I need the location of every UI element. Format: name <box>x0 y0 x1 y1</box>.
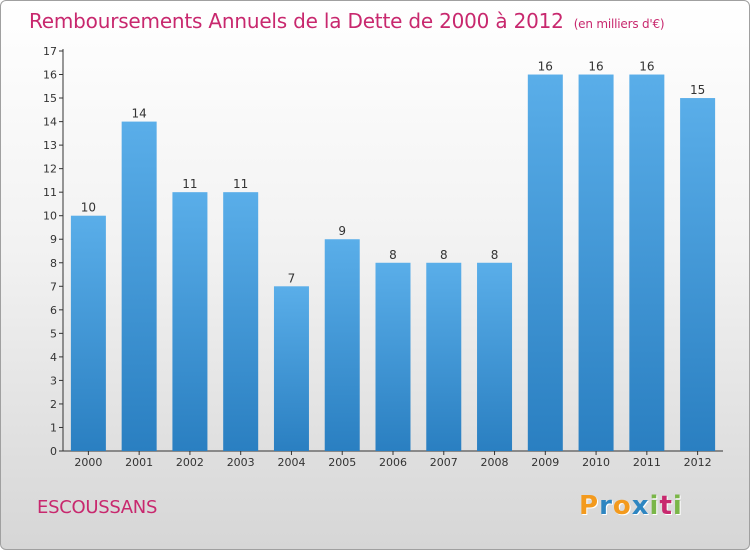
x-tick-label-2000: 2000 <box>74 456 102 469</box>
value-label-2003: 11 <box>233 177 248 191</box>
y-tick-label: 11 <box>43 186 57 199</box>
value-label-2004: 7 <box>288 271 296 285</box>
x-tick-label-2001: 2001 <box>125 456 153 469</box>
value-label-2008: 8 <box>491 248 499 262</box>
value-label-2002: 11 <box>182 177 197 191</box>
bar-2005[interactable] <box>324 239 360 451</box>
value-label-2006: 8 <box>389 248 397 262</box>
x-tick-label-2005: 2005 <box>328 456 356 469</box>
y-tick-label: 10 <box>43 210 57 223</box>
y-tick-label: 13 <box>43 139 57 152</box>
x-tick-label-2008: 2008 <box>481 456 509 469</box>
y-tick-label: 8 <box>50 257 57 270</box>
bar-2004[interactable] <box>273 286 309 451</box>
labels: 0123456789101112131415161720001020011420… <box>43 45 712 469</box>
y-tick-label: 15 <box>43 92 57 105</box>
y-tick-label: 5 <box>50 327 57 340</box>
bar-2008[interactable] <box>477 262 513 451</box>
bars <box>70 74 716 452</box>
y-tick-label: 14 <box>43 116 57 129</box>
y-tick-label: 0 <box>50 445 57 458</box>
bar-2009[interactable] <box>527 74 563 451</box>
value-label-2012: 15 <box>690 83 705 97</box>
y-tick-label: 6 <box>50 304 57 317</box>
logo-letter: i <box>672 491 683 521</box>
value-label-2009: 16 <box>538 60 553 74</box>
logo-letter: o <box>612 491 632 521</box>
logo-letter: t <box>659 491 673 521</box>
y-tick-label: 9 <box>50 233 57 246</box>
value-label-2005: 9 <box>338 224 346 238</box>
y-tick-label: 3 <box>50 374 57 387</box>
bar-2002[interactable] <box>172 192 208 452</box>
bar-2001[interactable] <box>121 121 157 452</box>
y-tick-label: 1 <box>50 421 57 434</box>
x-tick-label-2012: 2012 <box>684 456 712 469</box>
logo-letter: x <box>631 491 650 521</box>
y-tick-label: 16 <box>43 69 57 82</box>
chart-subtitle: (en milliers d'€) <box>573 17 665 31</box>
chart-title: Remboursements Annuels de la Dette de 20… <box>29 9 665 33</box>
value-label-2001: 14 <box>132 107 147 121</box>
bar-2007[interactable] <box>426 262 462 451</box>
value-label-2007: 8 <box>440 248 448 262</box>
logo-letter: P <box>579 491 600 521</box>
x-tick-label-2010: 2010 <box>582 456 610 469</box>
y-tick-label: 2 <box>50 398 57 411</box>
place-name: ESCOUSSANS <box>37 497 158 518</box>
y-tick-label: 4 <box>50 351 57 364</box>
value-label-2010: 16 <box>588 60 603 74</box>
x-tick-label-2011: 2011 <box>633 456 661 469</box>
bar-2000[interactable] <box>70 215 106 451</box>
logo-letter: i <box>649 491 660 521</box>
bar-2011[interactable] <box>629 74 665 451</box>
bar-2010[interactable] <box>578 74 614 451</box>
value-label-2000: 10 <box>81 201 96 215</box>
value-label-2011: 16 <box>639 60 654 74</box>
y-tick-label: 7 <box>50 280 57 293</box>
bar-2003[interactable] <box>223 192 259 452</box>
x-tick-label-2006: 2006 <box>379 456 407 469</box>
logo-letter: r <box>599 491 613 521</box>
bar-2006[interactable] <box>375 262 411 451</box>
x-tick-label-2009: 2009 <box>531 456 559 469</box>
bar-2012[interactable] <box>680 98 716 451</box>
y-tick-label: 12 <box>43 163 57 176</box>
proxiti-logo[interactable]: Proxiti <box>579 491 683 521</box>
x-tick-label-2003: 2003 <box>227 456 255 469</box>
y-tick-label: 17 <box>43 45 57 58</box>
chart-title-text: Remboursements Annuels de la Dette de 20… <box>29 9 564 33</box>
x-tick-label-2007: 2007 <box>430 456 458 469</box>
x-tick-label-2002: 2002 <box>176 456 204 469</box>
x-tick-label-2004: 2004 <box>277 456 305 469</box>
